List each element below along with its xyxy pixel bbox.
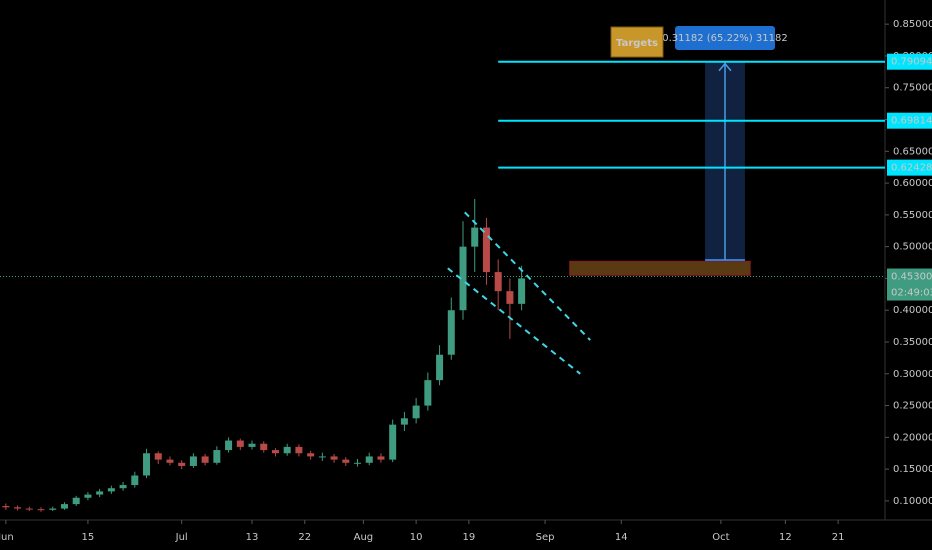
candle-body [506, 291, 514, 304]
candle-body [154, 453, 162, 460]
candle-body [49, 508, 57, 510]
y-tick-label: 0.50000 [893, 242, 932, 253]
x-tick-label: 14 [615, 532, 628, 543]
x-tick-label: Aug [354, 532, 374, 543]
candle-body [436, 354, 444, 381]
candle-body [518, 278, 526, 304]
x-tick-label: 15 [82, 532, 95, 543]
x-tick-label: 19 [463, 532, 476, 543]
candle-body [365, 456, 373, 463]
level-label-bg [887, 112, 932, 129]
x-tick-label: 22 [298, 532, 311, 543]
y-tick-label: 0.60000 [893, 178, 932, 189]
y-tick-label: 0.20000 [893, 432, 932, 443]
targets-label: Targets [616, 38, 658, 49]
candle-body [295, 446, 303, 454]
candle-body [424, 380, 432, 406]
candle-body [96, 491, 104, 495]
candle-body [143, 453, 151, 476]
candle-body [72, 497, 80, 505]
y-tick-label: 0.35000 [893, 337, 932, 348]
candle-body [459, 246, 467, 311]
candle-body [377, 456, 385, 460]
candle-body [494, 272, 502, 292]
x-tick-label: Jul [175, 532, 188, 543]
candle-body [225, 440, 233, 451]
candle-body [166, 459, 174, 463]
candle-body [400, 418, 408, 425]
measure-label: 0.31182 (65.22%) 31182 [662, 33, 787, 44]
candle-body [25, 508, 33, 510]
measure-arrowhead [718, 62, 732, 72]
measure-label-bg [674, 26, 775, 50]
candle-body [2, 506, 10, 508]
support-zone [569, 260, 751, 276]
level-label: 0.69814 [891, 116, 932, 127]
candle-body [271, 450, 279, 454]
candle-body [330, 456, 338, 460]
candle-body [471, 227, 479, 247]
countdown: 02:49:03 [891, 288, 932, 299]
candle-body [482, 227, 490, 273]
candle-body [248, 443, 256, 447]
level-label-bg [887, 159, 932, 176]
x-tick-label: Jun [0, 532, 14, 543]
candle-body [260, 443, 268, 451]
y-tick-label: 0.75000 [893, 83, 932, 94]
candle-body [189, 456, 197, 466]
y-tick-label: 0.65000 [893, 146, 932, 157]
price-label-bg [887, 268, 932, 301]
candle-body [283, 446, 291, 454]
candle-body [178, 462, 186, 466]
candle-body [107, 488, 115, 492]
level-label-bg [887, 53, 932, 70]
y-tick-label: 0.85000 [893, 19, 932, 30]
x-tick-label: 10 [410, 532, 423, 543]
candle-body [131, 475, 139, 486]
candle-body [236, 440, 244, 447]
candle-body [37, 509, 45, 511]
candle-body [447, 310, 455, 355]
candle-body [60, 504, 68, 509]
y-tick-label: 0.30000 [893, 369, 932, 380]
candle-body [318, 456, 326, 458]
candle-body [354, 462, 362, 464]
y-tick-label: 0.40000 [893, 305, 932, 316]
x-tick-label: Oct [712, 532, 729, 543]
x-tick-label: 12 [779, 532, 792, 543]
y-tick-label: 0.15000 [893, 464, 932, 475]
y-tick-label: 0.25000 [893, 401, 932, 412]
candle-body [342, 459, 350, 463]
candle-body [412, 405, 420, 419]
level-label: 0.79094 [891, 57, 932, 68]
candle-body [201, 456, 209, 463]
candle-body [84, 494, 92, 498]
candle-body [307, 453, 315, 457]
channel-line [464, 211, 591, 341]
level-label: 0.62428 [891, 163, 932, 174]
y-tick-label: 0.10000 [893, 496, 932, 507]
y-tick-label: 0.55000 [893, 210, 932, 221]
candle-body [389, 424, 397, 460]
price-label: 0.45300 [891, 272, 932, 283]
targets-label-bg [610, 26, 664, 58]
candle-body [119, 485, 127, 489]
x-tick-label: 21 [832, 532, 845, 543]
candle-body [213, 450, 221, 463]
x-tick-label: 13 [246, 532, 259, 543]
candle-body [14, 507, 22, 509]
x-tick-label: Sep [536, 532, 555, 543]
